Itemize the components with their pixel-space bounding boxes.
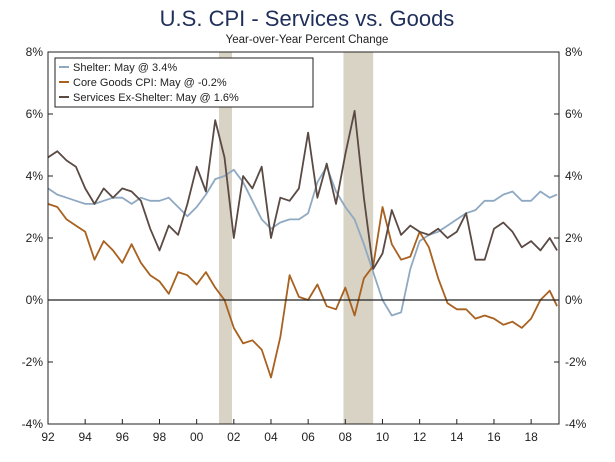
legend-label-services-ex-shelter: Services Ex-Shelter: May @ 1.6% <box>73 92 239 104</box>
y-tick-label-left: 2% <box>26 231 44 245</box>
y-tick-label-right: 6% <box>565 107 583 121</box>
y-tick-label-right: 2% <box>565 231 583 245</box>
plot-frame <box>47 51 560 425</box>
x-tick-label: 16 <box>487 430 501 444</box>
series-line-services-ex-shelter <box>47 110 558 270</box>
y-tick-label-right: 8% <box>565 45 583 59</box>
legend-box <box>54 57 314 108</box>
chart-subtitle: Year-over-Year Percent Change <box>226 34 389 46</box>
y-tick-label-right: -2% <box>565 355 587 369</box>
recession-bands <box>218 52 374 424</box>
x-tick-label: 14 <box>450 430 464 444</box>
x-tick-label: 10 <box>376 430 390 444</box>
recession-band <box>343 52 374 424</box>
y-tick-label-left: 6% <box>26 107 44 121</box>
y-tick-label-right: 0% <box>565 293 583 307</box>
y-tick-label-left: 0% <box>26 293 44 307</box>
y-tick-label-left: -2% <box>22 355 44 369</box>
recession-band <box>218 52 232 424</box>
y-tick-label-left: 8% <box>26 45 44 59</box>
x-tick-label: 00 <box>190 430 204 444</box>
x-tick-label: 12 <box>413 430 427 444</box>
x-tick-label: 98 <box>153 430 167 444</box>
series-lines <box>47 110 558 379</box>
x-tick-label: 18 <box>524 430 538 444</box>
y-tick-label-left: -4% <box>22 417 44 431</box>
x-tick-label: 92 <box>41 430 55 444</box>
y-tick-label-right: 4% <box>565 169 583 183</box>
legend-label-core-goods: Core Goods CPI: May @ -0.2% <box>73 77 227 89</box>
x-tick-label: 94 <box>78 430 92 444</box>
axis-ticks: 8% 8%6% 6%4% 4%2% 2%0% 0%-2% -2%-4% -4%92 94 96 98… <box>22 45 587 444</box>
x-tick-label: 06 <box>301 430 315 444</box>
y-tick-label-right: -4% <box>565 417 587 431</box>
x-tick-label: 08 <box>339 430 353 444</box>
series-line-core-goods <box>47 203 558 379</box>
chart-title: U.S. CPI - Services vs. Goods <box>160 6 455 31</box>
series-line-shelter <box>47 165 558 317</box>
legend: Shelter: May @ 3.4% Core Goods CPI: May @… <box>54 57 314 108</box>
y-tick-label-left: 4% <box>26 169 44 183</box>
x-tick-label: 96 <box>116 430 130 444</box>
x-tick-label: 04 <box>264 430 278 444</box>
x-tick-label: 02 <box>227 430 241 444</box>
legend-label-shelter: Shelter: May @ 3.4% <box>73 62 177 74</box>
